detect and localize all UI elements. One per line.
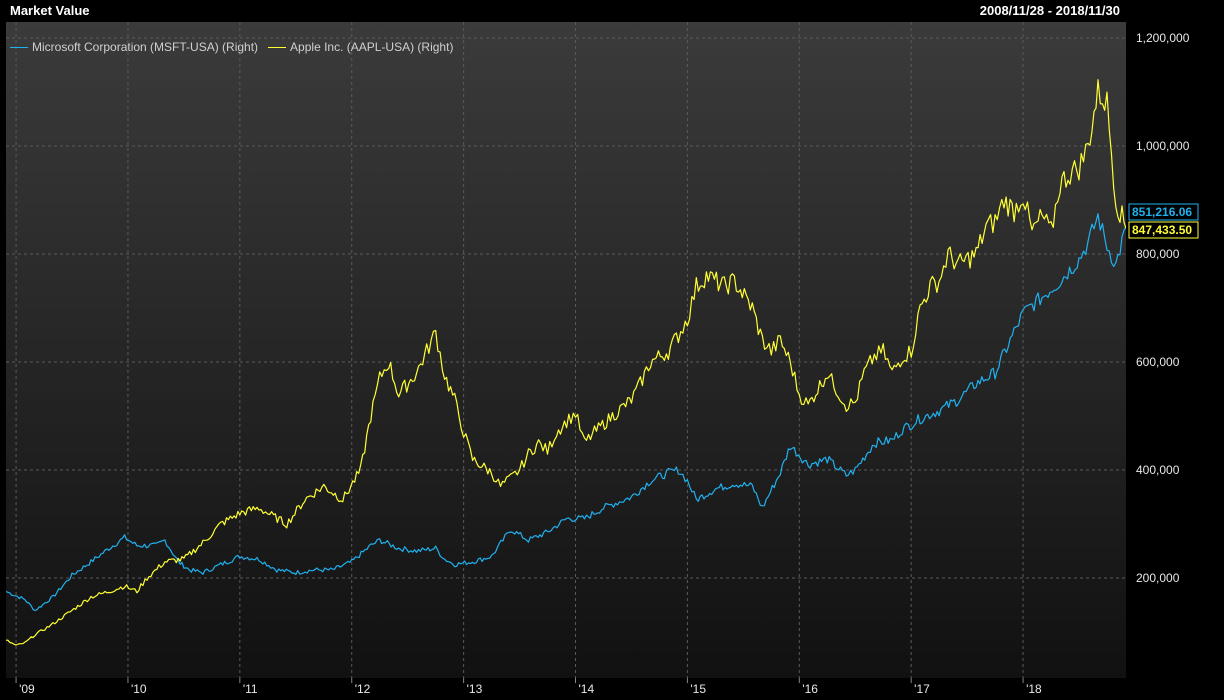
legend-item-msft[interactable]: Microsoft Corporation (MSFT-USA) (Right): [10, 40, 258, 54]
x-tick-label: '09: [19, 682, 35, 696]
aapl-last-value: 847,433.50: [1132, 223, 1192, 237]
x-tick-label: '12: [355, 682, 371, 696]
y-tick-label: 400,000: [1136, 463, 1180, 477]
msft-last-value-box: [1128, 203, 1199, 221]
aapl-line: [6, 79, 1126, 646]
x-tick-label: '16: [802, 682, 818, 696]
legend-label-aapl: Apple Inc. (AAPL-USA) (Right): [290, 40, 454, 54]
x-tick-label: '17: [914, 682, 930, 696]
msft-line: [6, 213, 1126, 611]
horizontal-gridlines: [6, 37, 1126, 579]
y-axis-ticks: 200,000 400,000 600,000 800,000 1,000,000 1,2…: [1136, 31, 1190, 585]
y-tick-label: 600,000: [1136, 355, 1180, 369]
y-tick-label: 1,000,000: [1136, 139, 1190, 153]
x-tick-label: '13: [467, 682, 483, 696]
y-tick-label: 200,000: [1136, 571, 1180, 585]
x-axis-ticks: '09 '10 '11 '12 '13 '14 '15 '16 '17 '18: [15, 678, 1042, 696]
chart-title: Market Value: [10, 3, 90, 18]
last-value-labels: 851,216.06 847,433.50: [1128, 203, 1199, 239]
aapl-last-value-box: [1128, 221, 1199, 239]
date-range: 2008/11/28 - 2018/11/30: [979, 3, 1120, 18]
x-tick-label: '18: [1026, 682, 1042, 696]
x-tick-label: '14: [579, 682, 595, 696]
legend-label-msft: Microsoft Corporation (MSFT-USA) (Right): [32, 40, 259, 54]
plot-area: [6, 22, 1126, 678]
legend-swatch-aapl: [268, 46, 287, 48]
legend-swatch-msft: [10, 46, 28, 48]
legend-item-aapl[interactable]: Apple Inc. (AAPL-USA) (Right): [268, 40, 453, 54]
y-tick-label: 1,200,000: [1136, 31, 1190, 45]
x-tick-label: '15: [690, 682, 706, 696]
legend: Microsoft Corporation (MSFT-USA) (Right)…: [10, 40, 453, 54]
series-lines: [6, 79, 1126, 646]
x-tick-label: '11: [243, 682, 258, 696]
vertical-gridlines: [15, 22, 1024, 678]
y-tick-label: 800,000: [1136, 247, 1180, 261]
msft-last-value: 851,216.06: [1132, 205, 1192, 219]
x-tick-label: '10: [131, 682, 147, 696]
